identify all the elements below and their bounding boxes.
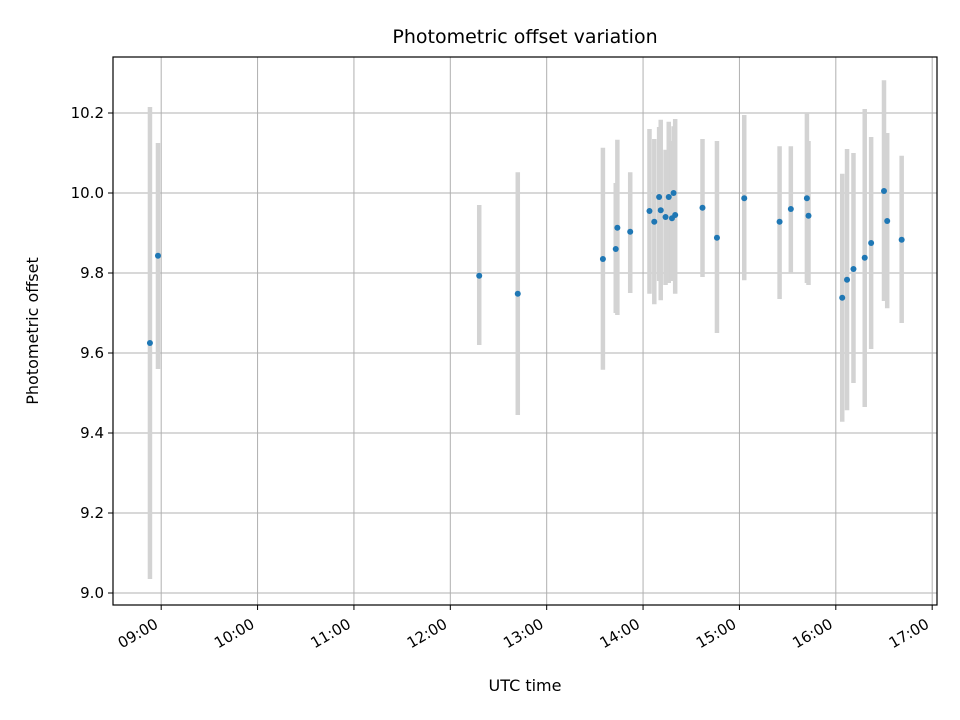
data-point bbox=[868, 240, 875, 246]
grid-layer bbox=[113, 57, 937, 605]
data-point bbox=[839, 294, 846, 301]
data-point bbox=[657, 207, 664, 214]
data-point bbox=[612, 246, 619, 252]
data-point bbox=[154, 252, 161, 259]
axes-frame bbox=[112, 56, 938, 606]
data-point bbox=[670, 190, 677, 196]
data-point bbox=[651, 218, 658, 225]
data-point bbox=[805, 212, 812, 219]
data-point bbox=[672, 212, 679, 218]
data-point bbox=[662, 214, 669, 220]
data-point bbox=[787, 206, 794, 212]
data-point bbox=[646, 208, 653, 214]
data-point bbox=[713, 234, 720, 241]
y-tick-label: 9.8 bbox=[80, 264, 104, 282]
data-point bbox=[146, 340, 153, 346]
data-point bbox=[627, 228, 634, 235]
data-point bbox=[514, 290, 521, 297]
data-point bbox=[861, 254, 868, 261]
data-point bbox=[614, 224, 621, 231]
data-point bbox=[741, 195, 748, 202]
y-tick-label: 9.2 bbox=[80, 504, 104, 522]
y-tick-label: 9.4 bbox=[80, 424, 104, 442]
chart-title: Photometric offset variation bbox=[392, 26, 657, 48]
data-point bbox=[850, 266, 857, 272]
y-tick-label: 9.6 bbox=[80, 344, 104, 362]
y-tick-label: 10.0 bbox=[71, 184, 104, 202]
data-point bbox=[884, 218, 891, 224]
data-point bbox=[844, 276, 851, 283]
data-point bbox=[665, 194, 672, 200]
data-point bbox=[476, 272, 483, 279]
data-point bbox=[699, 204, 706, 211]
data-point bbox=[656, 194, 663, 200]
data-point bbox=[803, 195, 810, 202]
x-axis-label: UTC time bbox=[489, 676, 562, 695]
data-point bbox=[880, 188, 887, 194]
y-axis-label: Photometric offset bbox=[23, 257, 42, 405]
y-tick-label: 10.2 bbox=[71, 104, 104, 122]
y-tick-label: 9.0 bbox=[80, 584, 104, 602]
data-point bbox=[599, 256, 606, 262]
data-point-layer bbox=[146, 188, 905, 346]
data-point bbox=[898, 236, 905, 243]
data-point bbox=[776, 218, 783, 225]
